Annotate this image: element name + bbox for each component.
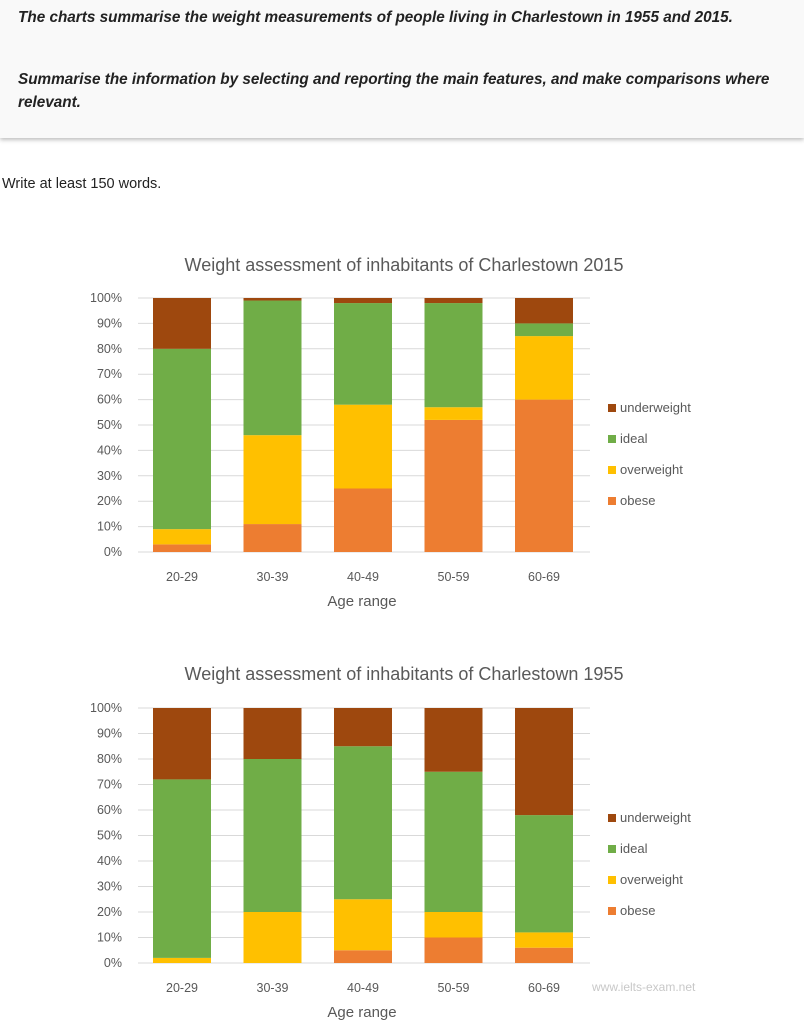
bar-underweight-40-49 [334,708,392,747]
bar-underweight-40-49 [334,298,392,304]
y-tick-label: 50% [97,829,122,843]
bar-ideal-60-69 [515,323,573,337]
bar-underweight-20-29 [153,298,211,349]
legend-swatch-overweight [608,876,616,884]
legend-swatch-obese [608,907,616,915]
x-tick-label: 20-29 [166,570,198,584]
y-tick-label: 0% [104,545,122,559]
task-prompt-box: The charts summarise the weight measurem… [0,0,804,138]
bar-underweight-60-69 [515,298,573,324]
legend-label-obese: obese [620,903,655,918]
bar-ideal-30-39 [243,300,302,436]
bar-overweight-60-69 [515,336,573,400]
legend-swatch-overweight [608,466,616,474]
x-tick-label: 40-49 [347,981,379,995]
bar-underweight-30-39 [243,708,302,759]
legend-label-obese: obese [620,493,655,508]
watermark: www.ielts-exam.net [592,980,696,994]
y-tick-label: 20% [97,905,122,919]
bar-ideal-40-49 [334,303,392,405]
x-axis-label: Age range [327,1004,396,1021]
bar-overweight-30-39 [243,912,302,963]
legend-swatch-ideal [608,435,616,443]
legend-label-underweight: underweight [620,810,691,825]
y-tick-label: 30% [97,880,122,894]
y-tick-label: 80% [97,752,122,766]
legend-swatch-underweight [608,404,616,412]
chart-title: Weight assessment of inhabitants of Char… [185,664,624,684]
bar-obese-50-59 [424,937,483,963]
bar-ideal-40-49 [334,746,392,900]
y-tick-label: 50% [97,418,122,432]
chart-2015: Weight assessment of inhabitants of Char… [90,255,691,610]
legend-swatch-obese [608,497,616,505]
y-tick-label: 40% [97,854,122,868]
y-tick-label: 100% [90,701,122,715]
bar-obese-40-49 [334,488,392,552]
y-tick-label: 10% [97,520,122,534]
chart-title: Weight assessment of inhabitants of Char… [185,255,624,275]
bar-overweight-40-49 [334,404,392,489]
bar-underweight-30-39 [243,298,302,301]
y-tick-label: 10% [97,931,122,945]
prompt-description: The charts summarise the weight measurem… [18,9,733,26]
bar-underweight-50-59 [424,298,483,304]
word-count-instruction: Write at least 150 words. [2,176,162,192]
y-tick-label: 90% [97,727,122,741]
legend-label-ideal: ideal [620,431,648,446]
bar-obese-20-29 [153,544,211,552]
x-tick-label: 50-59 [438,981,470,995]
legend-swatch-underweight [608,814,616,822]
bar-obese-60-69 [515,947,573,963]
bar-ideal-50-59 [424,303,483,408]
bar-overweight-20-29 [153,529,211,545]
chart-1955: Weight assessment of inhabitants of Char… [90,664,691,1021]
x-tick-label: 30-39 [257,570,289,584]
legend-swatch-ideal [608,845,616,853]
bar-ideal-20-29 [153,779,211,958]
x-tick-label: 40-49 [347,570,379,584]
bar-obese-30-39 [243,524,302,552]
y-tick-label: 80% [97,342,122,356]
y-tick-label: 0% [104,956,122,970]
legend-label-underweight: underweight [620,400,691,415]
y-tick-label: 70% [97,778,122,792]
x-tick-label: 20-29 [166,981,198,995]
prompt-instruction: Summarise the information by selecting a… [18,71,770,111]
x-tick-label: 30-39 [257,981,289,995]
bar-overweight-40-49 [334,899,392,951]
bar-ideal-60-69 [515,815,573,933]
y-tick-label: 90% [97,316,122,330]
bar-overweight-50-59 [424,407,483,420]
legend-label-overweight: overweight [620,872,683,887]
bar-overweight-20-29 [153,957,211,963]
bar-overweight-60-69 [515,932,573,948]
x-tick-label: 60-69 [528,981,560,995]
x-axis-label: Age range [327,593,396,610]
x-tick-label: 60-69 [528,570,560,584]
bar-underweight-50-59 [424,708,483,772]
bar-obese-60-69 [515,399,573,552]
bar-ideal-50-59 [424,771,483,912]
bar-ideal-30-39 [243,759,302,912]
bar-underweight-60-69 [515,708,573,816]
bar-ideal-20-29 [153,348,211,530]
y-tick-label: 20% [97,494,122,508]
legend-label-ideal: ideal [620,841,648,856]
y-tick-label: 70% [97,367,122,381]
bar-obese-50-59 [424,419,483,552]
bar-overweight-50-59 [424,912,483,938]
y-tick-label: 40% [97,443,122,457]
y-tick-label: 30% [97,469,122,483]
y-tick-label: 100% [90,291,122,305]
bar-underweight-20-29 [153,708,211,780]
y-tick-label: 60% [97,393,122,407]
bar-overweight-30-39 [243,435,302,525]
legend-label-overweight: overweight [620,462,683,477]
bar-obese-40-49 [334,950,392,963]
y-tick-label: 60% [97,803,122,817]
x-tick-label: 50-59 [438,570,470,584]
